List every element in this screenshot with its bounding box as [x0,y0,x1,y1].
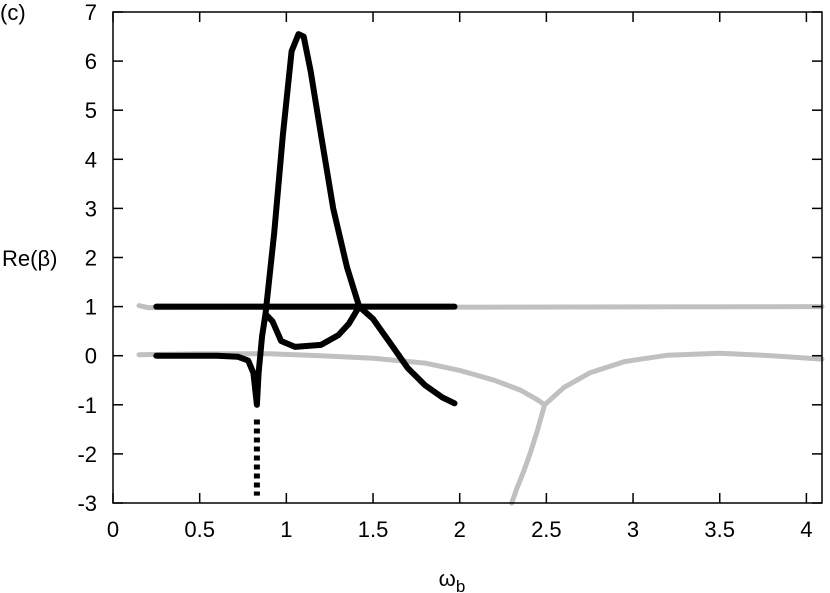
y-tick-label: 4 [85,147,97,172]
x-axis-label: ωb [439,566,466,593]
data-line [136,351,548,408]
y-tick-label: -3 [77,491,97,516]
x-tick-label: 1 [280,517,292,542]
x-tick-label: 3.5 [704,517,735,542]
x-tick-label: 1.5 [358,517,389,542]
data-line [136,303,825,311]
y-tick-label: 7 [85,0,97,25]
panel-label: (c) [0,0,26,25]
data-line [509,402,548,506]
x-tick-label: 2 [454,517,466,542]
y-tick-label: 1 [85,295,97,320]
y-tick-label: 5 [85,98,97,123]
data-line [262,31,363,317]
x-tick-label: 3 [627,517,639,542]
y-tick-label: -1 [77,393,97,418]
y-axis-label: Re(β) [2,246,57,271]
plot-frame [112,11,823,504]
x-axis-label-sub: b [456,577,465,593]
y-tick-label: 0 [85,344,97,369]
x-tick-label: 0 [107,517,119,542]
y-tick-label: -2 [77,442,97,467]
y-tick-label: 2 [85,246,97,271]
x-tick-label: 0.5 [184,517,215,542]
x-axis-label-main: ω [439,566,456,591]
data-line [542,350,825,408]
y-tick-label: 3 [85,196,97,221]
x-tick-label: 4 [800,517,812,542]
x-tick-label: 2.5 [531,517,562,542]
y-tick-label: 6 [85,49,97,74]
data-line [153,303,458,408]
